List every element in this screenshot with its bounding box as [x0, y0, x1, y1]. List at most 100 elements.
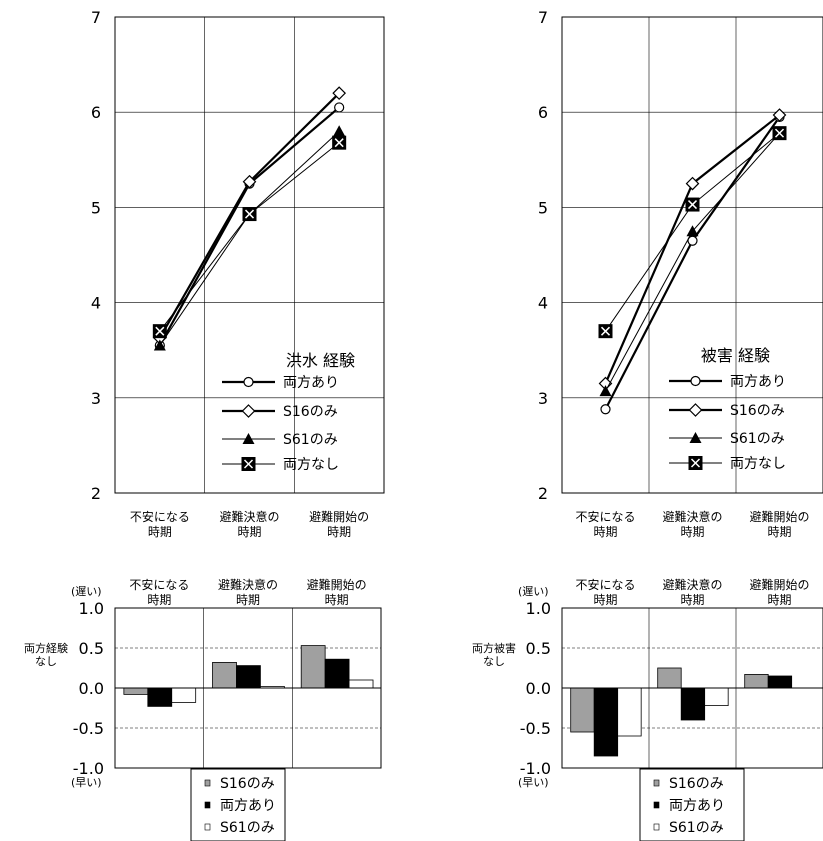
x-tick-label: 不安になる	[575, 509, 635, 524]
y-tick-label: 3	[91, 389, 101, 408]
bar-1	[657, 667, 682, 689]
legend-label: S16のみ	[220, 776, 275, 792]
legend-title: 洪水 経験	[286, 351, 355, 370]
data-point	[153, 339, 166, 351]
legend-swatch	[204, 779, 211, 787]
y-tick-label: 5	[538, 198, 548, 217]
data-point	[332, 86, 347, 101]
legend-label: 両方なし	[283, 457, 339, 473]
axis-note-top: (遅い)	[518, 585, 549, 598]
x-tick-label: 避難決意の	[218, 577, 278, 592]
bar-2	[236, 665, 261, 689]
x-tick-label: 避難開始の	[749, 509, 809, 524]
bar-1	[570, 687, 595, 733]
bar-2	[593, 687, 619, 757]
legend-label: S16のみ	[730, 403, 785, 419]
legend-label: 両方あり	[220, 798, 276, 814]
x-tick-label: 時期	[593, 593, 617, 607]
x-tick-label: 避難決意の	[219, 509, 279, 524]
x-tick-label: 時期	[148, 525, 172, 539]
y-tick-label: 7	[538, 8, 548, 27]
bar-1	[300, 645, 326, 689]
bar-3	[617, 687, 642, 737]
x-tick-label: 時期	[593, 525, 617, 539]
legend-label: S16のみ	[669, 776, 724, 792]
x-tick-label: 時期	[237, 525, 261, 539]
axis-note-top: (遅い)	[71, 585, 102, 598]
legend-label: 両方なし	[730, 456, 786, 472]
x-tick-label: 避難開始の	[309, 509, 369, 524]
y-axis-label: 両方被害	[472, 641, 516, 655]
legend-marker	[688, 456, 703, 470]
y-tick-label: 1.0	[79, 599, 104, 618]
y-tick-label: 0.0	[79, 679, 104, 698]
series-line-3	[159, 130, 340, 346]
bar-2	[680, 687, 706, 721]
y-tick-label: 7	[91, 8, 101, 27]
legend-marker	[241, 457, 256, 471]
y-tick-label: 4	[91, 294, 101, 313]
legend-label: S16のみ	[283, 404, 338, 420]
bar-2	[767, 675, 793, 689]
x-tick-label: 避難決意の	[662, 509, 722, 524]
y-tick-label: -0.5	[520, 719, 551, 738]
axis-note-bottom: (早い)	[518, 776, 549, 789]
bar-1	[744, 674, 769, 689]
bar-chart-1: 不安になる時期避難決意の時期避難開始の時期(遅い)(早い)両方経験なし-1.0-…	[24, 577, 382, 841]
series-line-1	[604, 116, 781, 410]
bar-1	[123, 687, 149, 695]
legend-marker	[241, 404, 256, 418]
legend-label: S61のみ	[669, 820, 724, 836]
y-tick-label: 2	[538, 484, 548, 503]
legend-marker	[690, 375, 701, 387]
y-tick-label: 6	[538, 103, 548, 122]
y-tick-label: 0.5	[79, 639, 104, 658]
data-point	[772, 126, 787, 141]
data-point	[600, 404, 611, 415]
series-line-1	[158, 106, 340, 346]
legend-marker	[242, 433, 255, 444]
data-point	[686, 225, 699, 237]
y-axis-label: なし	[35, 655, 57, 668]
legend-label: 両方あり	[730, 374, 786, 390]
x-tick-label: 時期	[680, 525, 704, 539]
y-axis-label: 両方経験	[24, 641, 68, 655]
y-tick-label: 3	[538, 389, 548, 408]
axis-note-bottom: (早い)	[71, 776, 102, 789]
data-point	[685, 176, 700, 191]
x-tick-label: 時期	[680, 593, 704, 607]
data-point	[598, 324, 613, 339]
y-tick-label: 0.0	[526, 679, 551, 698]
y-tick-label: -1.0	[73, 759, 104, 778]
x-tick-label: 時期	[147, 593, 171, 607]
x-tick-label: 時期	[236, 593, 260, 607]
y-tick-label: 0.5	[526, 639, 551, 658]
data-point	[334, 102, 345, 113]
y-axis-label: なし	[483, 655, 505, 668]
data-point	[242, 174, 257, 189]
y-tick-label: -0.5	[73, 719, 104, 738]
y-tick-label: 6	[91, 103, 101, 122]
legend-label: 両方あり	[669, 798, 725, 814]
data-point	[242, 207, 257, 222]
bar-3	[171, 687, 197, 703]
data-point	[772, 108, 787, 122]
y-tick-label: 1.0	[526, 599, 551, 618]
data-point	[333, 125, 346, 137]
x-tick-label: 時期	[325, 593, 349, 607]
legend-marker	[243, 376, 254, 388]
data-point	[332, 135, 347, 150]
legend-marker	[688, 403, 703, 417]
x-tick-label: 不安になる	[130, 509, 190, 524]
bar-chart-2: 不安になる時期避難決意の時期避難開始の時期(遅い)(早い)両方被害なし-1.0-…	[472, 577, 823, 841]
legend-swatch	[204, 823, 211, 831]
x-tick-label: 避難開始の	[307, 577, 367, 592]
legend-swatch	[204, 801, 211, 809]
bar-2	[324, 658, 350, 689]
bar-1	[212, 662, 237, 689]
